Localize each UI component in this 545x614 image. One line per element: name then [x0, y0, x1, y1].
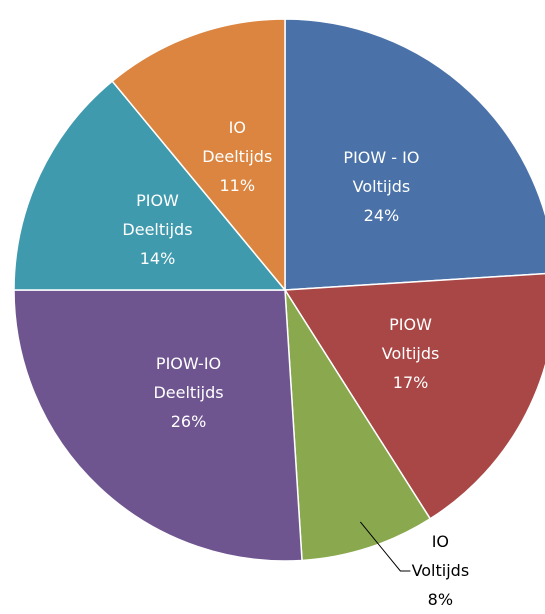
- pie-slice: [284, 18, 545, 291]
- pie-slice: [283, 272, 545, 520]
- slice-percent: 17%: [392, 372, 429, 392]
- slice-percent: 14%: [139, 248, 176, 268]
- slice-label: PIOW Deeltijds 14%: [87, 186, 227, 273]
- slice-percent: 26%: [170, 411, 207, 431]
- pie-slice: [13, 80, 287, 291]
- pie-slice: [13, 289, 303, 562]
- slice-name: IO Deeltijds: [202, 118, 273, 167]
- slice-label: PIOW Voltijds 17%: [341, 310, 481, 397]
- slice-percent: 11%: [219, 176, 256, 196]
- slice-name: IO Voltijds: [411, 532, 470, 580]
- slice-label: IO Deeltijds 11%: [167, 113, 307, 200]
- slice-label: PIOW - IO Voltijds 24%: [311, 143, 451, 230]
- slice-percent: 24%: [363, 206, 400, 226]
- slice-label: PIOW-IO Deeltijds 26%: [119, 349, 259, 436]
- leader-line: [359, 521, 411, 572]
- slice-name: PIOW - IO Voltijds: [343, 148, 420, 197]
- pie-slice: [111, 18, 286, 293]
- slice-name: PIOW Deeltijds: [122, 190, 193, 239]
- slice-name: PIOW-IO Deeltijds: [153, 353, 224, 402]
- slice-percent: 8%: [427, 590, 454, 609]
- pie-slice: [284, 289, 432, 562]
- slice-name: PIOW Voltijds: [381, 314, 440, 363]
- slice-label: IO Voltijds 8%: [390, 527, 490, 614]
